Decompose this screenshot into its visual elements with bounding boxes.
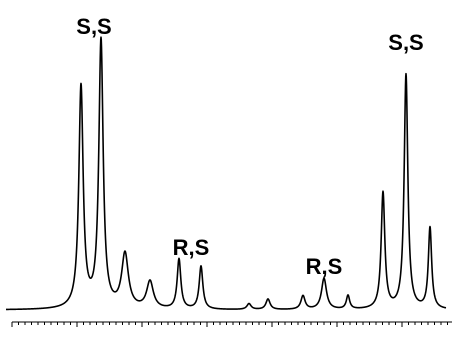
spectrum-peak-4 <box>149 279 151 281</box>
spectrum-peak-1 <box>80 82 82 84</box>
spectrum-peak-14 <box>429 225 431 227</box>
peak-annotation-layer: S,S R,S R,S S,S <box>76 14 423 279</box>
spectrum-peak-2 <box>100 36 102 38</box>
spectrum-series-layer <box>5 36 447 311</box>
spectrum-peak-9 <box>302 294 304 296</box>
spectrum-peak-13 <box>405 72 407 74</box>
spectrum-peak-5 <box>178 257 180 259</box>
spectrum-peak-11 <box>347 294 349 296</box>
spectrum-peak-6 <box>200 265 202 267</box>
spectrum-peak-7 <box>248 302 250 304</box>
spectrum-peak-12 <box>382 190 384 192</box>
annotation-s-s-right: S,S <box>388 30 423 55</box>
spectrum-peak-8 <box>267 298 269 300</box>
annotation-s-s-left: S,S <box>76 14 111 39</box>
annotation-r-s-right: R,S <box>306 254 343 279</box>
spectrum-trace-line <box>5 36 447 311</box>
x-axis <box>11 321 452 327</box>
spectrum-peak-3 <box>124 250 126 252</box>
annotation-r-s-left: R,S <box>173 235 210 260</box>
spectrum-peak-10 <box>323 277 325 279</box>
